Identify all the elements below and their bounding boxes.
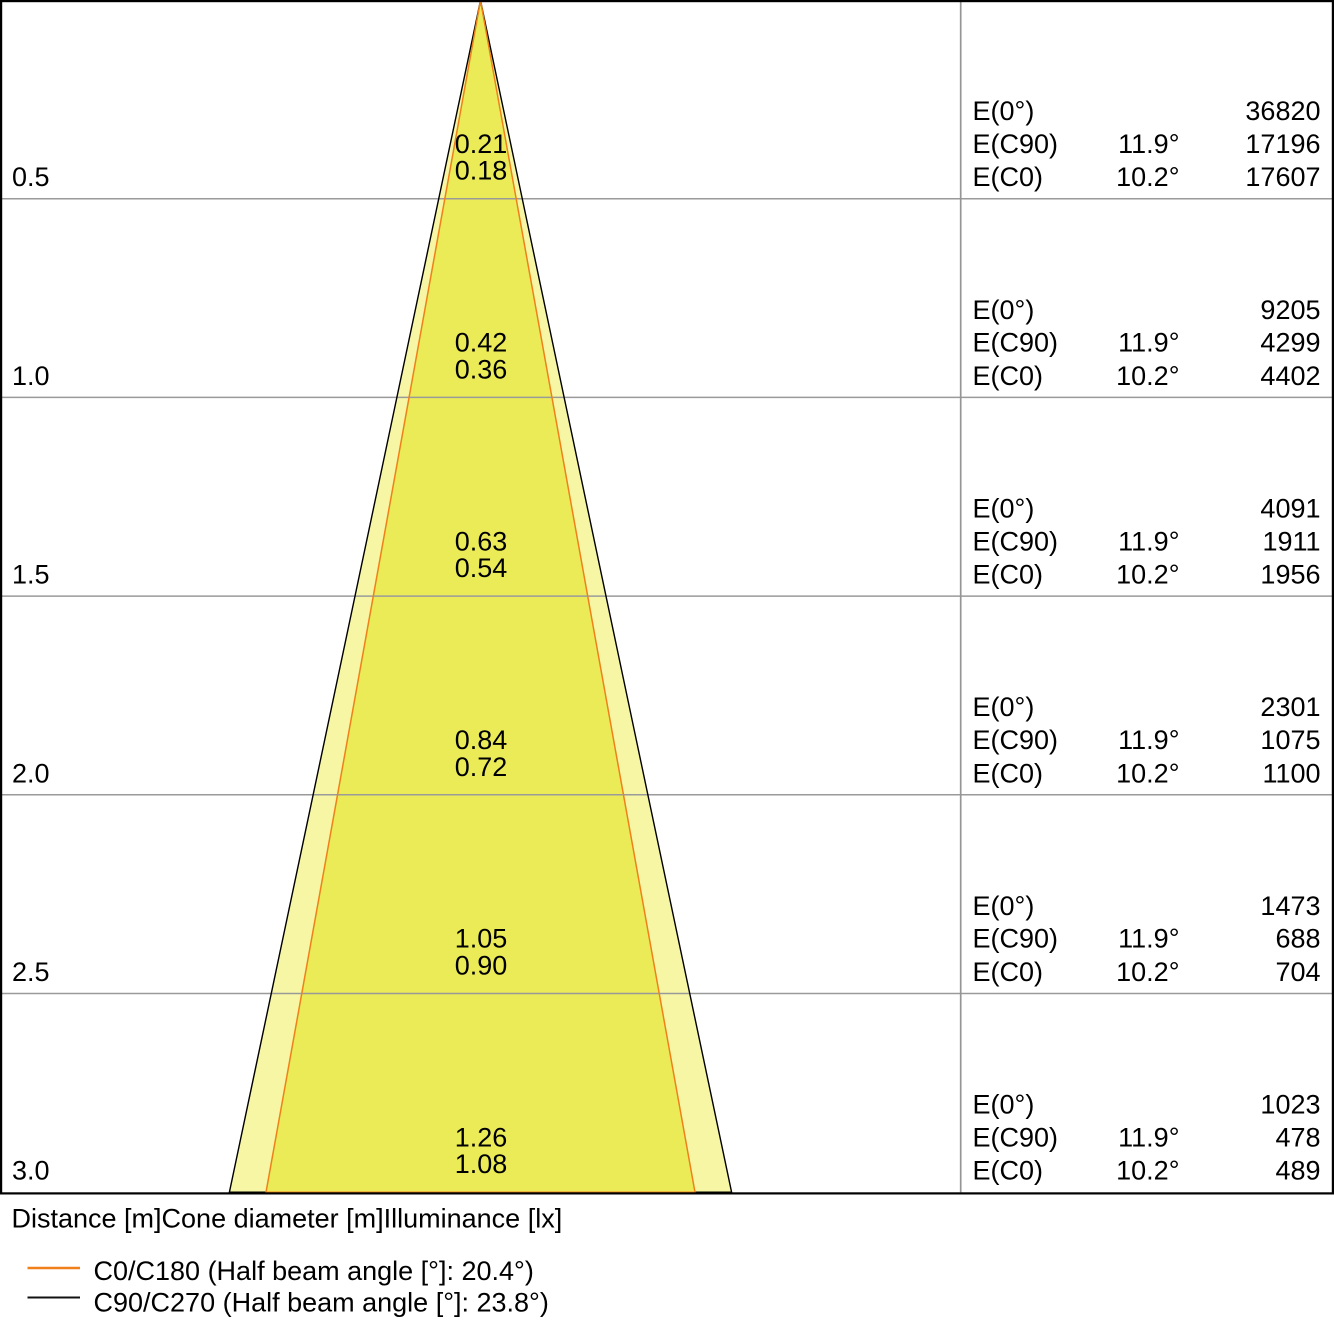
svg-text:17196: 17196	[1245, 129, 1320, 159]
svg-text:11.9°: 11.9°	[1118, 526, 1179, 556]
svg-text:9205: 9205	[1260, 295, 1320, 325]
svg-text:1.05: 1.05	[455, 924, 508, 954]
svg-text:11.9°: 11.9°	[1118, 1122, 1179, 1152]
svg-text:10.2°: 10.2°	[1116, 758, 1179, 788]
svg-text:10.2°: 10.2°	[1116, 1156, 1179, 1186]
svg-text:0.5: 0.5	[12, 162, 50, 192]
svg-text:E(C0): E(C0)	[973, 1156, 1044, 1186]
svg-text:1956: 1956	[1260, 560, 1320, 590]
svg-text:11.9°: 11.9°	[1118, 725, 1179, 755]
svg-text:1.0: 1.0	[12, 361, 50, 391]
svg-text:1023: 1023	[1260, 1090, 1320, 1120]
svg-text:1075: 1075	[1260, 725, 1320, 755]
svg-text:0.36: 0.36	[455, 354, 508, 384]
svg-text:1.5: 1.5	[12, 560, 50, 590]
svg-text:0.42: 0.42	[455, 328, 508, 358]
svg-text:0.21: 0.21	[455, 129, 508, 159]
svg-text:4091: 4091	[1260, 494, 1320, 524]
svg-text:0.84: 0.84	[455, 725, 508, 755]
svg-text:C0/C180 (Half beam angle [°]:: C0/C180 (Half beam angle [°]: 20.4°)	[94, 1256, 534, 1286]
svg-text:0.72: 0.72	[455, 752, 508, 782]
svg-text:1473: 1473	[1260, 891, 1320, 921]
svg-text:688: 688	[1275, 924, 1320, 954]
svg-text:1.26: 1.26	[455, 1122, 508, 1152]
svg-text:1911: 1911	[1262, 526, 1320, 556]
svg-text:2.0: 2.0	[12, 758, 50, 788]
svg-text:E(C90): E(C90)	[973, 129, 1059, 159]
svg-text:2301: 2301	[1260, 692, 1320, 722]
svg-text:4402: 4402	[1260, 361, 1320, 391]
svg-text:478: 478	[1275, 1122, 1320, 1152]
svg-text:0.63: 0.63	[455, 526, 508, 556]
svg-text:17607: 17607	[1245, 162, 1320, 192]
svg-text:E(C90): E(C90)	[973, 526, 1059, 556]
svg-text:3.0: 3.0	[12, 1156, 50, 1186]
svg-text:2.5: 2.5	[12, 957, 50, 987]
svg-text:E(C0): E(C0)	[973, 162, 1044, 192]
svg-text:E(0°): E(0°)	[973, 96, 1035, 126]
svg-text:10.2°: 10.2°	[1116, 957, 1179, 987]
svg-text:10.2°: 10.2°	[1116, 361, 1179, 391]
svg-text:10.2°: 10.2°	[1116, 162, 1179, 192]
svg-text:E(C0): E(C0)	[973, 361, 1044, 391]
svg-text:E(0°): E(0°)	[973, 494, 1035, 524]
svg-text:36820: 36820	[1245, 96, 1320, 126]
svg-text:E(C0): E(C0)	[973, 758, 1044, 788]
svg-text:E(C90): E(C90)	[973, 1122, 1059, 1152]
svg-text:489: 489	[1275, 1156, 1320, 1186]
svg-text:Distance [m]Cone diameter [m]I: Distance [m]Cone diameter [m]Illuminance…	[12, 1204, 563, 1234]
svg-text:E(0°): E(0°)	[973, 891, 1035, 921]
svg-text:11.9°: 11.9°	[1118, 328, 1179, 358]
svg-text:1.08: 1.08	[455, 1149, 508, 1179]
svg-text:0.18: 0.18	[455, 156, 508, 186]
svg-text:704: 704	[1275, 957, 1320, 987]
svg-text:4299: 4299	[1260, 328, 1320, 358]
svg-text:0.54: 0.54	[455, 553, 508, 583]
svg-text:11.9°: 11.9°	[1118, 129, 1179, 159]
svg-text:E(C90): E(C90)	[973, 924, 1059, 954]
svg-text:0.90: 0.90	[455, 951, 508, 981]
svg-text:C90/C270 (Half beam angle [°]:: C90/C270 (Half beam angle [°]: 23.8°)	[94, 1288, 549, 1318]
svg-text:E(0°): E(0°)	[973, 1090, 1035, 1120]
svg-text:E(0°): E(0°)	[973, 295, 1035, 325]
svg-text:10.2°: 10.2°	[1116, 560, 1179, 590]
svg-text:1100: 1100	[1262, 758, 1320, 788]
svg-text:E(C0): E(C0)	[973, 957, 1044, 987]
svg-text:E(0°): E(0°)	[973, 692, 1035, 722]
svg-text:E(C90): E(C90)	[973, 725, 1059, 755]
svg-text:E(C0): E(C0)	[973, 560, 1044, 590]
svg-text:E(C90): E(C90)	[973, 328, 1059, 358]
svg-text:11.9°: 11.9°	[1118, 924, 1179, 954]
